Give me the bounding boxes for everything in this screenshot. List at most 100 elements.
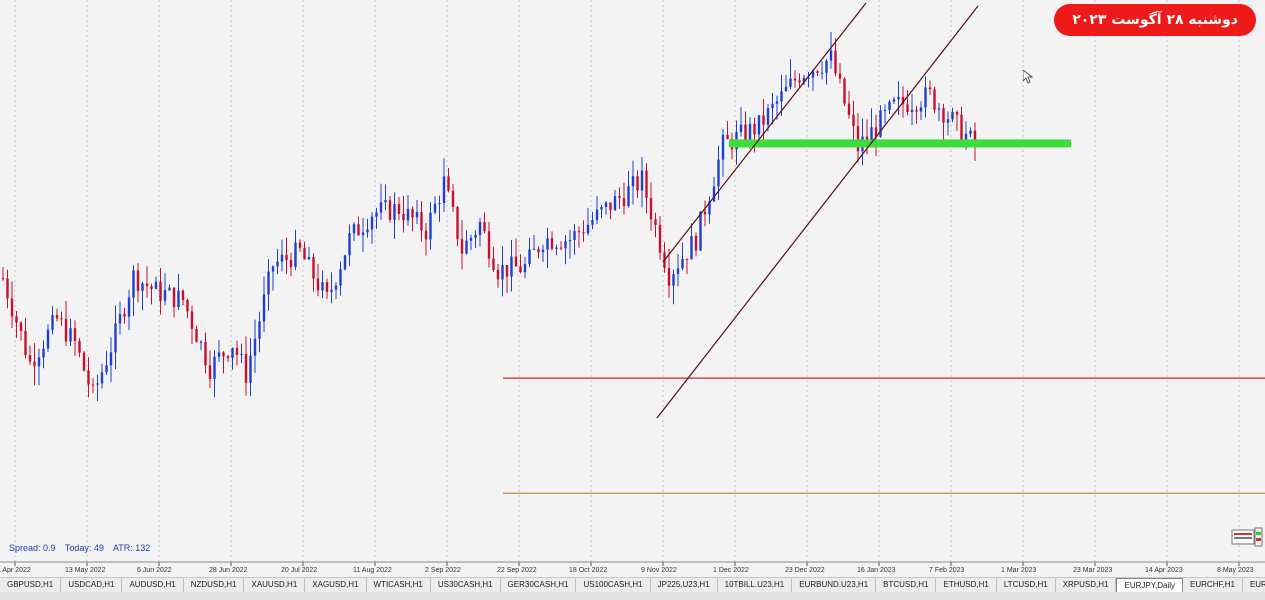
tab-xauusd-h1[interactable]: XAUUSD,H1 xyxy=(244,578,306,592)
candle-body xyxy=(172,287,176,307)
candle-body xyxy=(96,383,99,385)
tab-ethusd-h1[interactable]: ETHUSD,H1 xyxy=(936,578,997,592)
tab-eurchf-h1[interactable]: EURCHF,H1 xyxy=(1183,578,1243,592)
candle-body xyxy=(118,314,122,324)
candle-body xyxy=(834,50,837,74)
candle-body xyxy=(879,110,882,137)
tab-eurgbp-h1[interactable]: EURGBP,H1 xyxy=(1243,578,1265,592)
tab-ltcusd-h1[interactable]: LTCUSD,H1 xyxy=(997,578,1056,592)
candle-body xyxy=(699,211,702,251)
tab-gbpusd-h1[interactable]: GBPUSD,H1 xyxy=(0,578,62,592)
candle-body xyxy=(573,231,576,240)
tab-nzdusd-h1[interactable]: NZDUSD,H1 xyxy=(184,578,245,592)
tab-eurjpy-daily[interactable]: EURJPY,Daily xyxy=(1116,578,1184,592)
candle-body xyxy=(163,290,167,301)
candle-body xyxy=(915,109,918,112)
candle-body xyxy=(78,340,81,353)
candle-body xyxy=(870,127,873,140)
candle-body xyxy=(307,257,311,260)
candle-body xyxy=(852,114,855,127)
candle-body xyxy=(226,356,230,359)
tab-wticash-h1[interactable]: WTICASH,H1 xyxy=(367,578,431,592)
candle-body xyxy=(267,271,270,295)
candle-body xyxy=(136,270,140,291)
chart-grid xyxy=(14,0,1240,562)
candle-body xyxy=(514,256,518,267)
x-tick-label: 28 Jun 2022 xyxy=(209,567,248,574)
support-zone xyxy=(729,139,1071,148)
candle-body xyxy=(739,124,743,133)
candle-body xyxy=(123,314,126,317)
candle-body xyxy=(352,224,356,234)
candle-body xyxy=(415,212,419,218)
candle-body xyxy=(168,287,171,291)
candle-body xyxy=(51,315,54,330)
tab-xrpusd-h1[interactable]: XRPUSD,H1 xyxy=(1056,578,1117,592)
candle-body xyxy=(951,112,954,120)
candle-body xyxy=(726,134,729,140)
candle-body xyxy=(213,356,216,380)
candle-body xyxy=(478,222,482,235)
candle-body xyxy=(433,203,437,213)
candle-body xyxy=(73,328,77,341)
candle-body xyxy=(892,99,896,102)
candle-body xyxy=(379,202,383,213)
candle-body xyxy=(15,316,18,323)
tab-xagusd-h1[interactable]: XAGUSD,H1 xyxy=(305,578,367,592)
candle-body xyxy=(505,265,509,277)
price-chart[interactable]: 21 Apr 2022 13 May 2022 6 Jun 2022 28 Jun 2… xyxy=(0,0,1265,575)
candle-body xyxy=(312,257,315,279)
tab-jp225-u23-h1[interactable]: JP225.U23,H1 xyxy=(651,578,718,592)
candle-body xyxy=(658,224,662,253)
candle-body xyxy=(888,101,891,110)
candle-body xyxy=(487,231,491,259)
candle-body xyxy=(357,224,360,236)
tab-10tbill-u23-h1[interactable]: 10TBILL.U23,H1 xyxy=(718,578,793,592)
candle-body xyxy=(429,212,432,240)
horizontal-levels xyxy=(503,139,1265,494)
candle-body xyxy=(348,233,351,256)
candle-body xyxy=(465,240,468,254)
candle-body xyxy=(483,222,486,232)
candle-body xyxy=(204,341,207,366)
candle-body xyxy=(33,361,36,367)
candle-body xyxy=(271,266,275,272)
tab-btcusd-h1[interactable]: BTCUSD,H1 xyxy=(876,578,937,592)
candle-body xyxy=(82,352,86,371)
chart-thumbnail-icon[interactable] xyxy=(1231,527,1263,547)
tab-usdcad-h1[interactable]: USDCAD,H1 xyxy=(61,578,123,592)
candle-body xyxy=(384,200,387,203)
candle-body xyxy=(451,190,455,207)
tab-ger30cash-h1[interactable]: GER30CASH,H1 xyxy=(501,578,577,592)
x-tick-label: 18 Oct 2022 xyxy=(569,567,607,574)
candle-body xyxy=(388,200,392,220)
candle-body xyxy=(46,329,50,349)
tab-us100cash-h1[interactable]: US100CASH,H1 xyxy=(576,578,651,592)
candle-body xyxy=(564,241,567,249)
candle-body xyxy=(820,72,824,74)
candle-body xyxy=(42,348,45,358)
status-bar xyxy=(0,592,1265,600)
candle-body xyxy=(640,170,644,191)
candle-body xyxy=(127,297,131,317)
candle-body xyxy=(919,107,923,112)
candle-body xyxy=(906,104,909,113)
candle-body xyxy=(510,256,513,277)
candle-body xyxy=(528,249,531,265)
candle-body xyxy=(55,315,59,319)
candle-body xyxy=(438,203,441,205)
tab-audusd-h1[interactable]: AUDUSD,H1 xyxy=(122,578,184,592)
candle-body xyxy=(843,78,846,104)
chart-canvas[interactable]: 21 Apr 2022 13 May 2022 6 Jun 2022 28 Jun 2… xyxy=(0,0,1265,575)
candle-body xyxy=(411,208,414,218)
tab-eurbund-u23-h1[interactable]: EURBUND.U23,H1 xyxy=(792,578,877,592)
tab-us30cash-h1[interactable]: US30CASH,H1 xyxy=(431,578,501,592)
candle-body xyxy=(276,261,279,267)
x-tick-label: 9 Nov 2022 xyxy=(641,567,677,574)
symbol-tab-bar: GBPUSD,H1 USDCAD,H1 AUDUSD,H1 NZDUSD,H1 XAUU… xyxy=(0,577,1265,592)
candle-body xyxy=(37,357,41,367)
x-tick-label: 2 Sep 2022 xyxy=(425,567,461,574)
candle-body xyxy=(793,78,797,81)
candle-body xyxy=(366,229,369,233)
candle-body xyxy=(681,258,684,269)
